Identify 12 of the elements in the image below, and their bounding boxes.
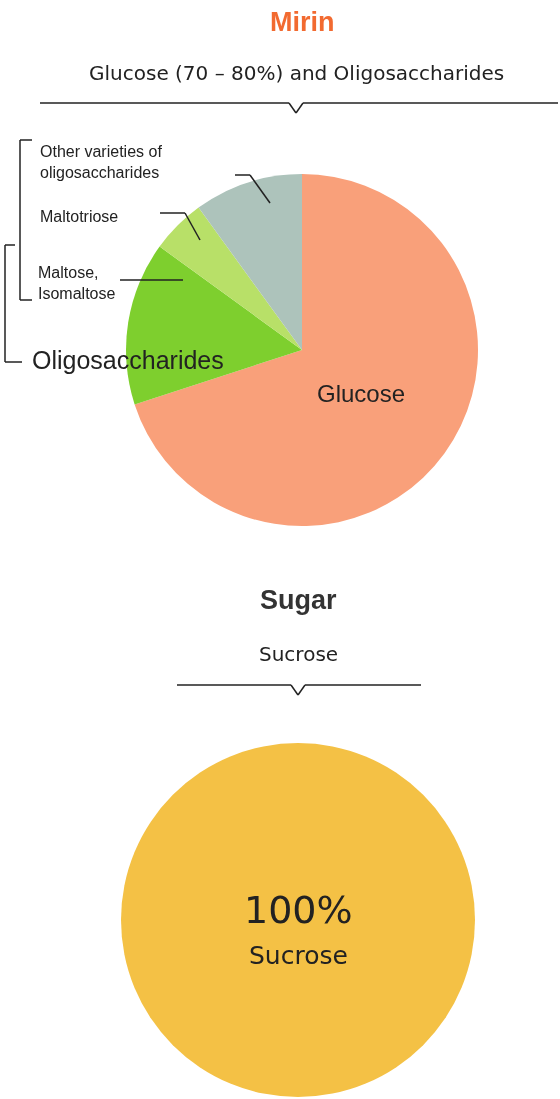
slice-label: Maltose, Isomaltose [38, 264, 116, 302]
slice-label: Sucrose [259, 642, 339, 666]
chart-title: Mirin [270, 7, 335, 37]
pie-slice [159, 207, 302, 350]
slice-label: Other varieties of oligosaccharides [40, 143, 163, 181]
slice-label: Maltotriose [40, 208, 119, 225]
pie-slice [198, 174, 302, 350]
chart-subtitle: Glucose (70 – 80%) and Oligosaccharides [89, 61, 505, 85]
slice-label: Sucrose [249, 941, 348, 970]
slice-label: Glucose [317, 380, 406, 407]
data-label: 100% [244, 888, 353, 932]
chart-title: Sugar [260, 585, 338, 615]
